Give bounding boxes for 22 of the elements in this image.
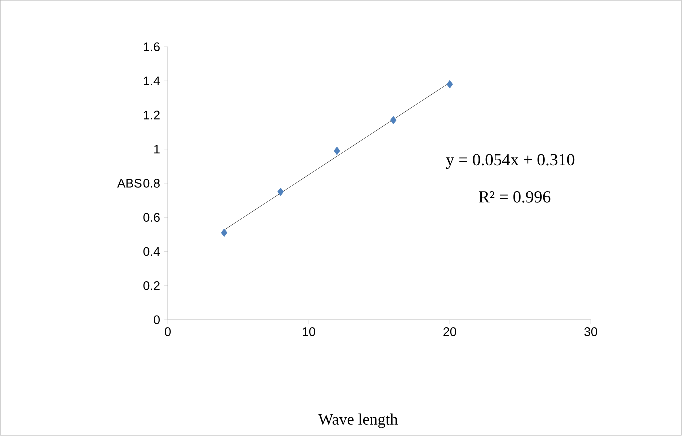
x-axis-title: Wave length [318, 414, 398, 428]
y-tick-label: 1 [154, 145, 160, 154]
y-tick-label: 0.2 [144, 281, 160, 290]
x-tick-label: 20 [444, 328, 456, 336]
y-tick-label: 0.8 [144, 179, 160, 188]
point [446, 80, 454, 89]
x-tick-label: 30 [584, 328, 598, 336]
x-tick-label: 10 [303, 328, 316, 336]
y-tick-label: 1.4 [144, 76, 160, 86]
point [221, 228, 228, 238]
y-tick-label: 0.6 [144, 213, 160, 222]
point [278, 188, 284, 196]
annotation: y = 0.054x + 0.310 [446, 154, 575, 170]
point [334, 146, 340, 156]
point [390, 116, 397, 125]
x-tick-label: 0 [165, 328, 171, 336]
y-tick-label: 1.6 [144, 42, 160, 52]
y-tick-label: 0.4 [144, 247, 160, 256]
annotation: R² = 0.996 [479, 191, 551, 203]
y-tick-label: 0 [154, 316, 160, 324]
y-axis-title: ABS [117, 179, 142, 188]
y-tick-label: 1.2 [144, 110, 160, 120]
